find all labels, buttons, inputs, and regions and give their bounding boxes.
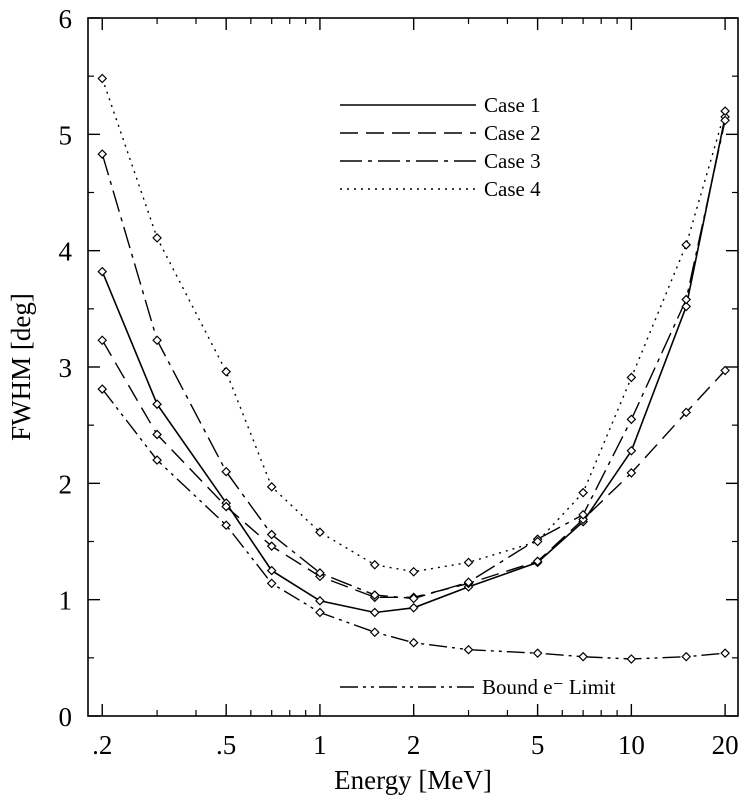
data-point: [369, 627, 380, 638]
x-tick-label: 10: [618, 730, 645, 760]
data-point: [720, 115, 730, 126]
x-tick-label: 20: [712, 730, 739, 760]
x-tick-label: .2: [92, 730, 112, 760]
data-point: [315, 568, 325, 578]
data-point: [463, 557, 474, 568]
data-point: [681, 294, 692, 305]
data-point: [720, 106, 730, 116]
data-point: [578, 487, 588, 498]
y-tick-label: 2: [59, 469, 73, 499]
x-tick-label: .5: [216, 730, 236, 760]
data-point: [463, 577, 474, 588]
series-line-1: [101, 116, 726, 614]
data-point: [315, 595, 325, 606]
data-point: [463, 644, 474, 655]
data-point: [266, 565, 277, 576]
series-line-5: [101, 388, 726, 660]
data-point: [720, 648, 730, 659]
data-point: [626, 654, 637, 664]
data-point: [626, 414, 637, 425]
data-point: [221, 501, 232, 512]
data-point: [720, 365, 730, 376]
axis-ticks: .2 .5 1 2 5 10 20 0 1 2 3 4 5 6: [59, 4, 739, 760]
x-tick-label: 2: [407, 730, 421, 760]
x-axis-label: Energy [MeV]: [334, 765, 492, 795]
data-point: [369, 607, 380, 618]
data-point: [221, 466, 232, 477]
data-point: [266, 541, 277, 552]
data-point: [266, 529, 277, 540]
series-line-4: [101, 78, 726, 573]
data-point: [97, 384, 108, 394]
legend-label: Case 4: [484, 177, 541, 201]
data-point: [152, 429, 162, 440]
data-point: [152, 233, 162, 243]
data-point: [97, 149, 108, 159]
data-point: [152, 455, 162, 465]
y-tick-label: 3: [59, 353, 73, 383]
y-tick-label: 6: [59, 4, 73, 34]
data-point: [532, 536, 543, 547]
data-point: [152, 335, 162, 346]
legend: Case 1 Case 2 Case 3 Case 4: [340, 93, 541, 201]
series-line-3: [101, 120, 726, 600]
data-point: [532, 556, 543, 567]
data-point: [152, 399, 162, 410]
data-point: [578, 651, 588, 662]
data-point: [97, 73, 108, 84]
y-tick-label: 0: [59, 702, 73, 732]
x-tick-label: 1: [313, 730, 327, 760]
legend-label: Case 2: [484, 121, 541, 145]
data-point: [315, 607, 325, 618]
bound-limit-label: Bound e⁻ Limit: [482, 675, 616, 699]
x-tick-label: 5: [531, 730, 545, 760]
data-point: [221, 366, 232, 377]
data-point: [369, 590, 380, 600]
data-point: [266, 578, 277, 589]
data-point: [266, 481, 277, 492]
data-point: [681, 651, 692, 662]
data-point: [408, 637, 419, 648]
data-point: [681, 301, 692, 312]
data-point: [578, 509, 588, 520]
data-point: [97, 266, 108, 277]
y-tick-label: 5: [59, 120, 73, 150]
data-point: [408, 566, 419, 577]
y-tick-label: 4: [59, 237, 73, 267]
y-tick-label: 1: [59, 586, 73, 616]
data-point: [681, 407, 692, 418]
data-point: [626, 372, 637, 383]
y-axis-label: FWHM [deg]: [6, 293, 36, 441]
data-point: [369, 559, 380, 570]
data-point: [408, 593, 419, 604]
bound-limit-legend: Bound e⁻ Limit: [340, 675, 616, 699]
data-point: [626, 468, 637, 478]
data-markers: [97, 73, 730, 664]
data-point: [626, 445, 637, 456]
legend-label: Case 1: [484, 93, 541, 117]
data-point: [408, 602, 419, 613]
legend-label: Case 3: [484, 149, 541, 173]
data-point: [97, 335, 108, 346]
data-point: [681, 240, 692, 250]
data-point: [315, 527, 325, 538]
data-point: [532, 648, 543, 659]
data-point: [221, 520, 232, 531]
